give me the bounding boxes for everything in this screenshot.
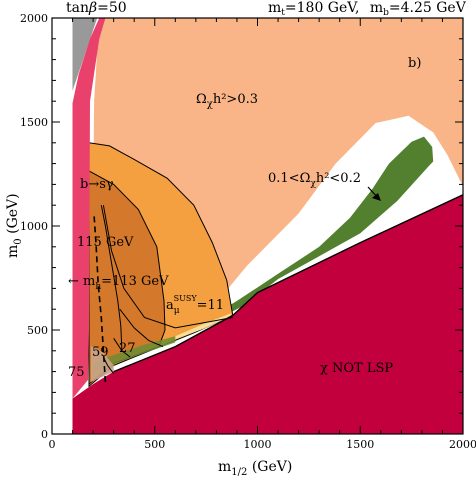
curve-a-mu-59 xyxy=(113,338,131,358)
y-axis-title: m0 (GeV) xyxy=(5,193,24,258)
not-lsp-label: χ NOT LSP xyxy=(320,361,393,376)
curve-a-mu-27 xyxy=(119,308,164,348)
y-tick-label: 1500 xyxy=(20,116,48,129)
panel-label: b) xyxy=(408,56,421,71)
ticks-layer: 0 500 1000 1500 2000 0 500 1000 1500 2000 xyxy=(20,12,476,451)
curves-layer xyxy=(93,205,233,383)
x-tick-label: 1500 xyxy=(346,438,374,451)
mh113-label: ← mh=113 GeV xyxy=(68,274,169,292)
x-tick-label: 1000 xyxy=(244,438,272,451)
region-omega-band xyxy=(113,136,434,363)
omega-high-label: Ωχh²>0.3 xyxy=(196,92,258,110)
region-gray-tachyonic xyxy=(72,18,98,91)
x-tick-label: 0 xyxy=(49,438,56,451)
bsgamma-label: b→sγ xyxy=(80,177,114,192)
y-tick-label: 500 xyxy=(27,324,48,337)
omega-band-arrowhead xyxy=(372,193,381,201)
curve-m-h-113 xyxy=(100,205,123,351)
y-tick-label: 0 xyxy=(41,428,48,441)
regions-layer xyxy=(52,18,463,434)
region-tan-low-corner xyxy=(91,346,114,382)
amu-59-label: 59 xyxy=(92,345,109,360)
amu-27-label: 27 xyxy=(119,341,136,356)
not-lsp-boundary xyxy=(113,194,463,373)
curve-m-h-113-dashed xyxy=(93,215,107,383)
region-pink-strip xyxy=(72,18,106,399)
curve-a-mu-11 xyxy=(102,205,233,329)
curve-a-mu-75 xyxy=(102,356,115,374)
x-axis-title: m1/2 (GeV) xyxy=(218,459,292,478)
higgs115-label: 115 GeV xyxy=(77,235,134,250)
header-left: tanβ=50 xyxy=(66,0,127,16)
x-tick-label: 2000 xyxy=(449,438,476,451)
omega-band-label: 0.1<Ωχh²<0.2 xyxy=(268,171,361,189)
y-tick-label: 2000 xyxy=(20,12,48,25)
region-gminus2-overlap xyxy=(93,336,176,372)
amu-label: aμSUSY=11 xyxy=(166,294,224,316)
y-tick-label: 1000 xyxy=(20,220,48,233)
header-right: mt=180 GeV, mb=4.25 GeV xyxy=(268,0,467,18)
region-not-lsp xyxy=(72,194,463,434)
x-tick-label: 500 xyxy=(144,438,165,451)
amu-75-label: 75 xyxy=(68,365,85,380)
